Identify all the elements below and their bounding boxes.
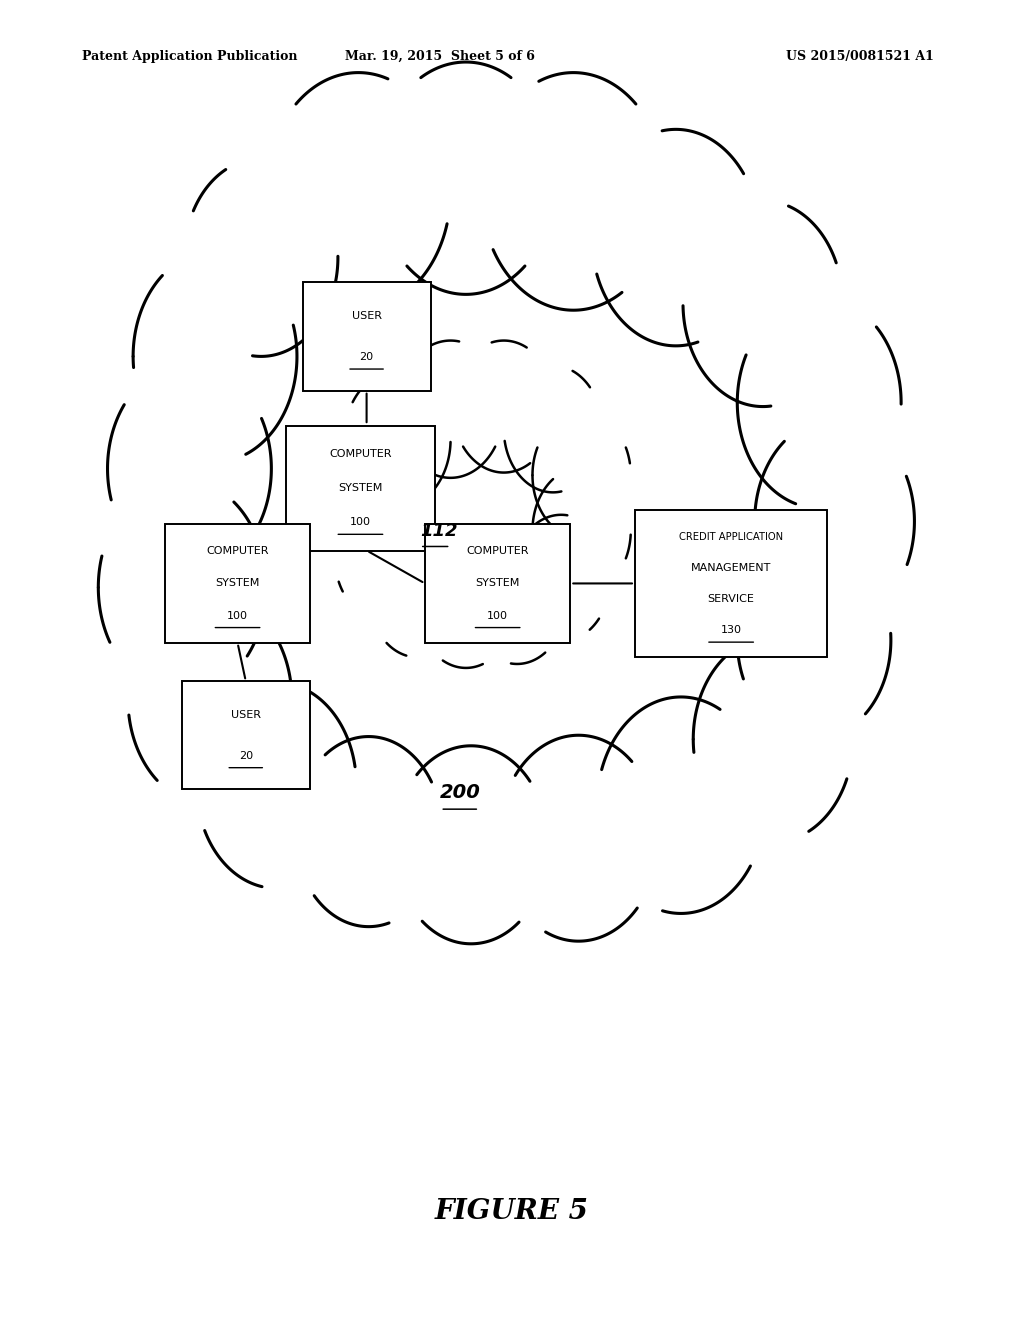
Text: 200: 200 xyxy=(440,783,481,801)
Circle shape xyxy=(108,363,271,574)
Circle shape xyxy=(737,297,901,508)
Circle shape xyxy=(397,341,504,478)
Circle shape xyxy=(737,541,891,739)
Text: USER: USER xyxy=(230,710,261,719)
Text: 100: 100 xyxy=(227,611,248,620)
Circle shape xyxy=(266,73,451,310)
FancyBboxPatch shape xyxy=(425,524,570,643)
FancyBboxPatch shape xyxy=(303,282,430,391)
Circle shape xyxy=(417,541,515,668)
Circle shape xyxy=(344,371,451,508)
Text: 20: 20 xyxy=(239,751,253,760)
Circle shape xyxy=(330,438,428,565)
Circle shape xyxy=(592,129,760,346)
FancyBboxPatch shape xyxy=(635,510,827,657)
Circle shape xyxy=(184,158,338,356)
Text: COMPUTER: COMPUTER xyxy=(206,546,269,556)
Text: MANAGEMENT: MANAGEMENT xyxy=(691,562,771,573)
Text: Patent Application Publication: Patent Application Publication xyxy=(82,50,297,63)
Text: 112: 112 xyxy=(420,521,458,540)
FancyBboxPatch shape xyxy=(286,425,434,552)
Circle shape xyxy=(98,479,266,696)
Circle shape xyxy=(340,401,434,523)
Circle shape xyxy=(197,682,356,888)
Circle shape xyxy=(597,697,765,913)
Circle shape xyxy=(532,412,631,539)
FancyBboxPatch shape xyxy=(165,524,310,643)
Circle shape xyxy=(128,594,292,805)
Circle shape xyxy=(394,746,548,944)
Circle shape xyxy=(295,737,442,927)
Circle shape xyxy=(468,537,566,664)
Circle shape xyxy=(512,515,610,642)
Text: US 2015/0081521 A1: US 2015/0081521 A1 xyxy=(786,50,934,63)
Text: 20: 20 xyxy=(359,352,374,362)
Text: CREDIT APPLICATION: CREDIT APPLICATION xyxy=(679,532,783,541)
Text: 100: 100 xyxy=(487,611,508,620)
Text: SYSTEM: SYSTEM xyxy=(475,578,520,589)
Circle shape xyxy=(683,201,843,407)
Circle shape xyxy=(133,251,297,462)
Text: COMPUTER: COMPUTER xyxy=(466,546,529,556)
Text: FIGURE 5: FIGURE 5 xyxy=(435,1199,589,1225)
Circle shape xyxy=(369,531,467,657)
Text: SYSTEM: SYSTEM xyxy=(338,483,383,494)
Text: Mar. 19, 2015  Sheet 5 of 6: Mar. 19, 2015 Sheet 5 of 6 xyxy=(345,50,536,63)
Circle shape xyxy=(499,735,658,941)
Text: COMPUTER: COMPUTER xyxy=(329,449,392,459)
Text: SERVICE: SERVICE xyxy=(708,594,755,605)
Circle shape xyxy=(376,62,556,294)
Circle shape xyxy=(693,636,853,842)
Circle shape xyxy=(755,418,914,624)
FancyBboxPatch shape xyxy=(182,681,309,789)
Circle shape xyxy=(532,467,631,594)
Text: USER: USER xyxy=(351,312,382,321)
Text: 100: 100 xyxy=(350,517,371,528)
Circle shape xyxy=(504,366,602,492)
Circle shape xyxy=(453,341,555,473)
Circle shape xyxy=(481,73,666,310)
Text: 130: 130 xyxy=(721,626,741,635)
Circle shape xyxy=(335,494,433,620)
Text: SYSTEM: SYSTEM xyxy=(215,578,260,589)
